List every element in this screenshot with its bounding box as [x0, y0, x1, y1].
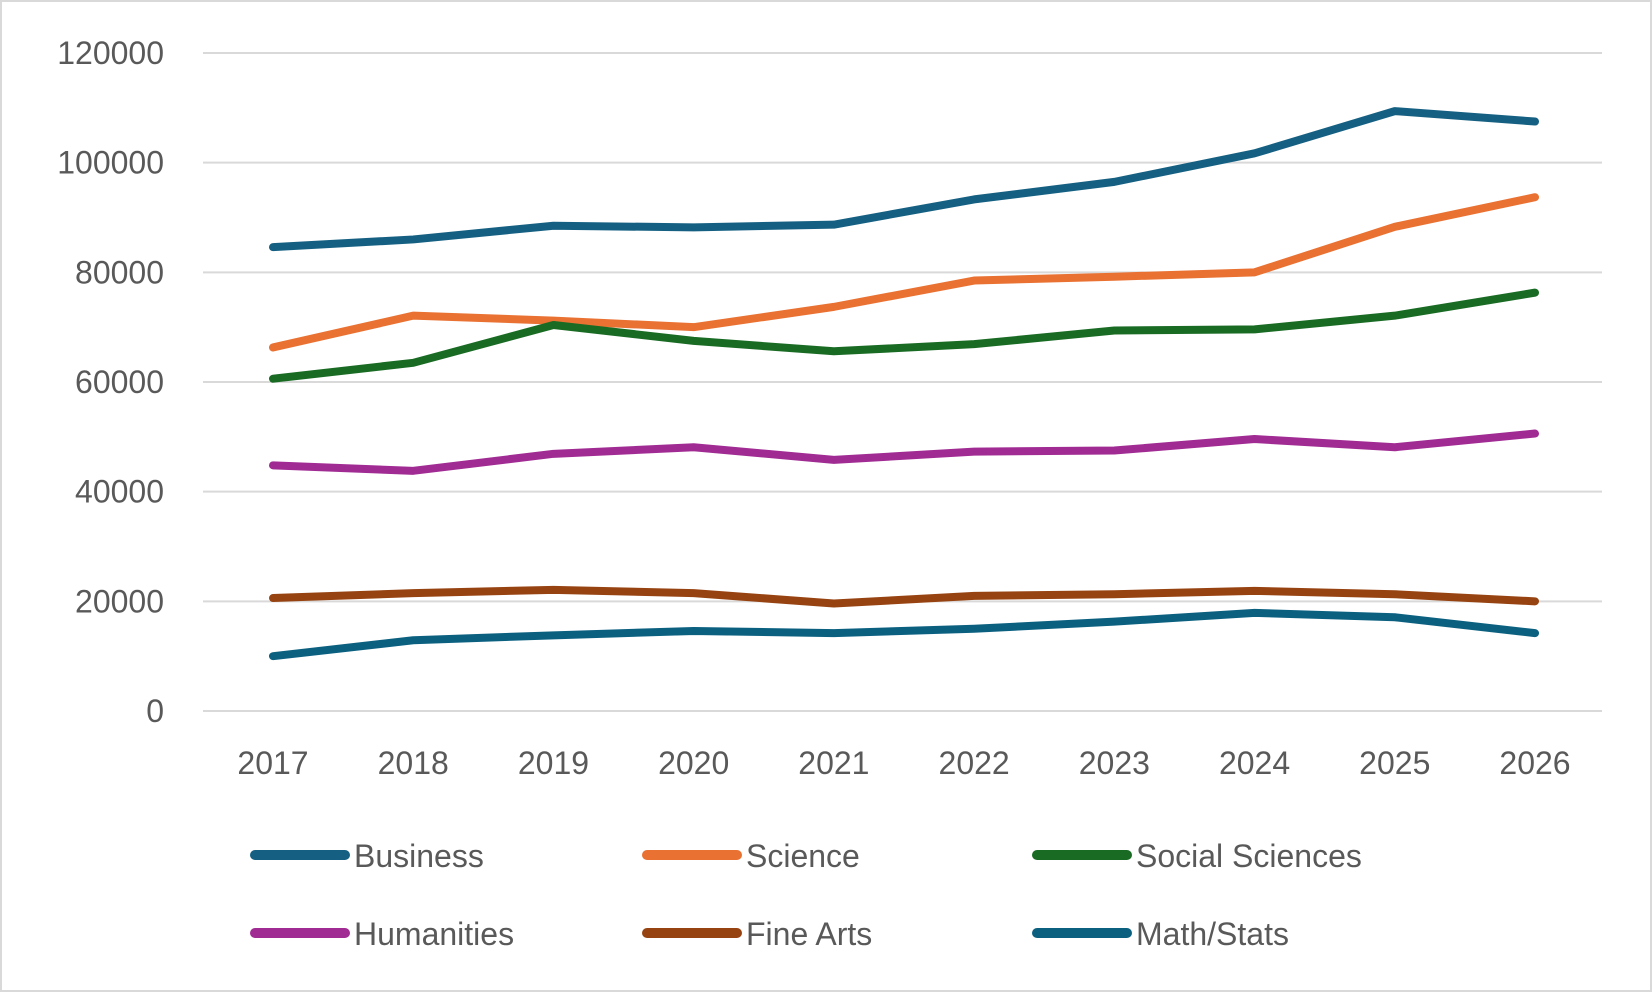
y-tick-label: 100000: [57, 145, 164, 181]
series-line-fine-arts: [269, 585, 1539, 608]
legend-label: Business: [354, 838, 484, 874]
x-tick-label: 2020: [658, 745, 729, 781]
y-tick-label: 60000: [75, 364, 164, 400]
gridlines: [203, 52, 1602, 712]
x-tick-label: 2023: [1079, 745, 1150, 781]
series-line-business: [269, 107, 1539, 252]
legend-item: Business: [250, 838, 484, 874]
legend-item: Fine Arts: [642, 916, 872, 952]
legend-item: Science: [642, 838, 860, 874]
legend-label: Science: [746, 838, 860, 874]
y-tick-label: 0: [146, 693, 164, 729]
x-tick-label: 2017: [237, 745, 308, 781]
y-axis-labels: 0 20000 40000 60000 80000 100000 120000: [57, 35, 164, 729]
x-tick-label: 2022: [939, 745, 1010, 781]
series-lines: [269, 107, 1539, 661]
series-line-humanities: [269, 429, 1539, 475]
x-tick-label: 2019: [518, 745, 589, 781]
y-tick-label: 120000: [57, 35, 164, 71]
legend-label: Social Sciences: [1136, 838, 1362, 874]
legend-item: Social Sciences: [1032, 838, 1362, 874]
legend-label: Math/Stats: [1136, 916, 1289, 952]
series-line-math-stats: [269, 608, 1539, 661]
legend-label: Fine Arts: [746, 916, 872, 952]
legend-label: Humanities: [354, 916, 514, 952]
x-tick-label: 2018: [378, 745, 449, 781]
y-tick-label: 40000: [75, 474, 164, 510]
legend-item: Math/Stats: [1032, 916, 1289, 952]
series-line-science: [269, 193, 1539, 352]
y-tick-label: 80000: [75, 254, 164, 290]
legend: Business Science Social Sciences Humanities…: [250, 838, 1362, 952]
x-axis-labels: 2017 2018 2019 2020 2021 2022 2023 2024 2025 2026: [237, 745, 1570, 781]
x-tick-label: 2026: [1499, 745, 1570, 781]
y-tick-label: 20000: [75, 583, 164, 619]
x-tick-label: 2025: [1359, 745, 1430, 781]
x-tick-label: 2021: [798, 745, 869, 781]
series-line-social-sciences: [269, 288, 1539, 383]
x-tick-label: 2024: [1219, 745, 1290, 781]
legend-item: Humanities: [250, 916, 514, 952]
